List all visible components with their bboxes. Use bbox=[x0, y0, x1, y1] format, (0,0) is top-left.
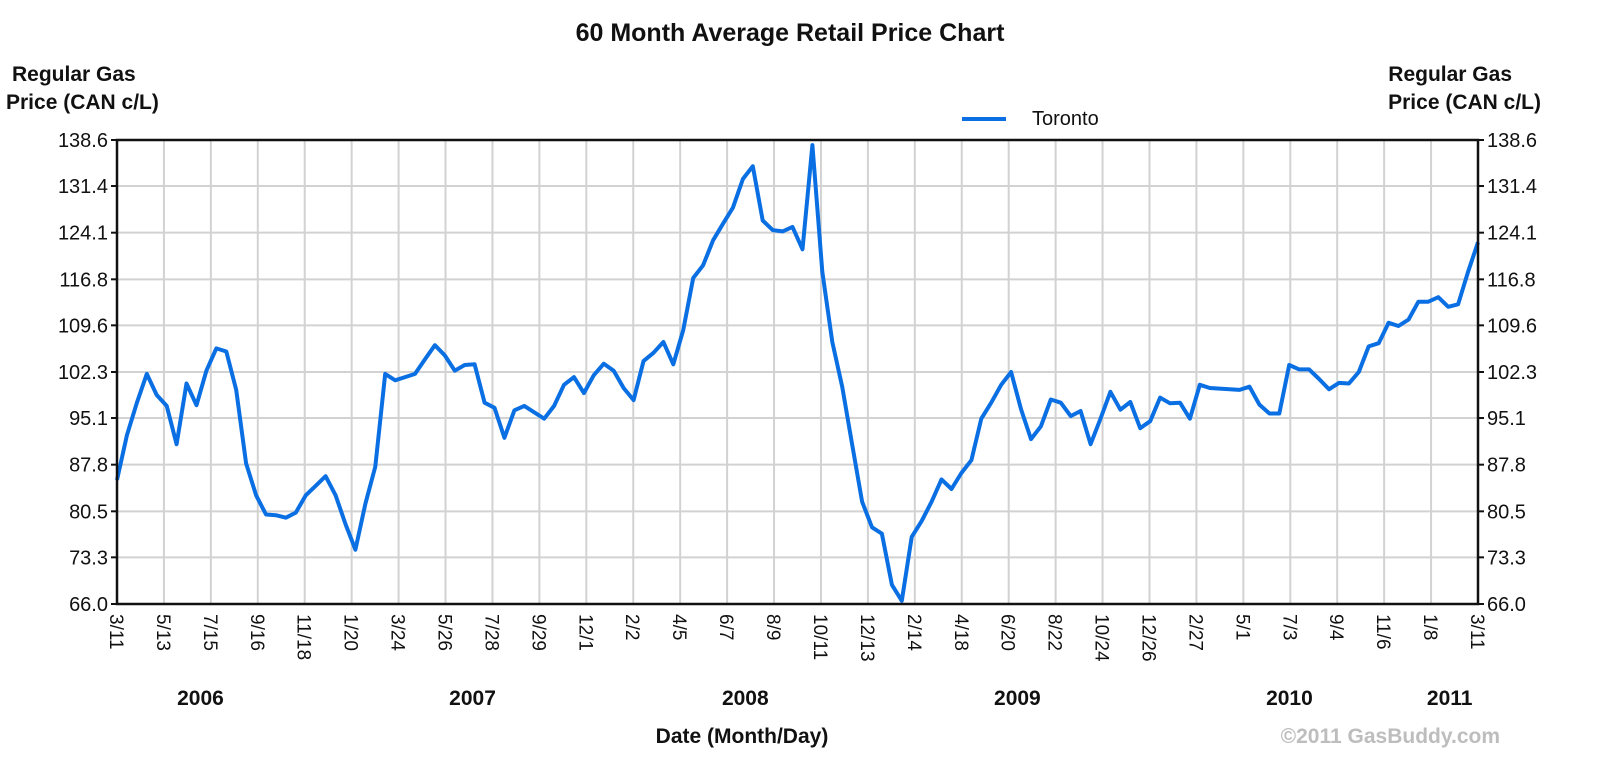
year-label: 2011 bbox=[1427, 687, 1473, 710]
year-label: 2006 bbox=[177, 687, 224, 710]
legend: Toronto bbox=[962, 108, 1099, 130]
x-tick-label: 7/15 bbox=[199, 614, 220, 651]
y-tick-label-left: 95.1 bbox=[69, 408, 108, 430]
y-tick-label-right: 102.3 bbox=[1487, 362, 1537, 384]
x-axis-years: 2006 2007 2008 2009 2010 2011 bbox=[177, 687, 1473, 710]
left-axis-title-line1: Regular Gas bbox=[12, 63, 136, 86]
x-tick-label: 7/28 bbox=[480, 614, 501, 651]
y-tick-label-right: 138.6 bbox=[1487, 130, 1537, 152]
chart-title: 60 Month Average Retail Price Chart bbox=[576, 19, 1006, 47]
y-tick-label-left: 109.6 bbox=[58, 315, 108, 337]
y-tick-label-left: 87.8 bbox=[69, 455, 108, 477]
y-tick-label-left: 131.4 bbox=[58, 176, 108, 198]
year-label: 2007 bbox=[449, 687, 496, 710]
series-line-toronto bbox=[115, 143, 1480, 603]
left-axis-title-line2: Price (CAN c/L) bbox=[6, 91, 159, 114]
x-tick-label: 12/13 bbox=[856, 614, 877, 662]
x-tick-label: 8/22 bbox=[1044, 614, 1065, 651]
year-label: 2010 bbox=[1266, 687, 1313, 710]
x-tick-label: 3/11 bbox=[105, 614, 126, 650]
x-tick-label: 2/2 bbox=[621, 614, 642, 640]
x-tick-label: 5/13 bbox=[152, 614, 173, 651]
y-tick-label-left: 138.6 bbox=[58, 130, 108, 152]
year-label: 2009 bbox=[994, 687, 1041, 710]
x-tick-label: 5/26 bbox=[434, 614, 455, 651]
y-axis-left: 66.0 73.3 80.5 87.8 95.1 102.3 109.6 116.8 124.1… bbox=[58, 130, 117, 616]
plot-frame bbox=[115, 138, 1480, 606]
y-tick-label-right: 131.4 bbox=[1487, 176, 1537, 198]
y-tick-label-left: 66.0 bbox=[69, 594, 108, 616]
x-tick-label: 6/20 bbox=[997, 614, 1018, 651]
x-tick-label: 4/18 bbox=[950, 614, 971, 651]
y-tick-label-left: 73.3 bbox=[69, 547, 108, 569]
x-tick-label: 12/26 bbox=[1137, 614, 1158, 662]
x-tick-label: 8/9 bbox=[762, 614, 783, 640]
y-tick-label-right: 124.1 bbox=[1487, 223, 1537, 245]
y-tick-label-right: 116.8 bbox=[1487, 269, 1536, 291]
y-tick-label-left: 102.3 bbox=[58, 362, 108, 384]
x-tick-label: 10/11 bbox=[809, 614, 830, 660]
x-tick-label: 9/29 bbox=[527, 614, 548, 651]
y-tick-label-left: 80.5 bbox=[69, 501, 108, 523]
x-tick-label: 1/8 bbox=[1419, 614, 1440, 640]
right-axis-title-line2: Price (CAN c/L) bbox=[1388, 91, 1541, 114]
x-tick-label: 10/24 bbox=[1091, 614, 1112, 662]
y-tick-label-right: 80.5 bbox=[1487, 501, 1526, 523]
x-tick-label: 11/18 bbox=[293, 614, 314, 660]
x-tick-label: 9/4 bbox=[1325, 614, 1346, 641]
x-tick-label: 11/6 bbox=[1372, 614, 1393, 650]
y-tick-label-right: 109.6 bbox=[1487, 315, 1537, 337]
x-tick-label: 2/14 bbox=[903, 614, 924, 651]
x-axis-title: Date (Month/Day) bbox=[656, 725, 829, 748]
y-tick-label-right: 66.0 bbox=[1487, 594, 1526, 616]
x-tick-label: 3/24 bbox=[387, 614, 408, 651]
x-axis: 3/11 5/13 7/15 9/16 11/18 1/20 3/24 5/26 7/28 9/2… bbox=[105, 614, 1487, 662]
y-tick-label-right: 95.1 bbox=[1487, 408, 1526, 430]
x-tick-label: 4/5 bbox=[668, 614, 689, 640]
y-tick-label-left: 124.1 bbox=[58, 223, 108, 245]
y-tick-label-left: 116.8 bbox=[59, 269, 108, 291]
legend-label-toronto: Toronto bbox=[1032, 108, 1099, 130]
y-axis-right: 66.0 73.3 80.5 87.8 95.1 102.3 109.6 116.8 124.1… bbox=[1478, 130, 1537, 616]
x-tick-label: 9/16 bbox=[246, 614, 267, 651]
copyright-credit: ©2011 GasBuddy.com bbox=[1281, 725, 1500, 748]
x-tick-label: 1/20 bbox=[340, 614, 361, 651]
y-tick-label-right: 73.3 bbox=[1487, 547, 1526, 569]
year-label: 2008 bbox=[722, 687, 769, 710]
x-tick-label: 5/1 bbox=[1231, 614, 1252, 640]
right-axis-title-line1: Regular Gas bbox=[1388, 63, 1512, 86]
x-tick-label: 2/27 bbox=[1184, 614, 1205, 651]
x-tick-label: 12/1 bbox=[574, 614, 595, 651]
x-tick-label: 3/11 bbox=[1466, 614, 1487, 650]
y-tick-label-right: 87.8 bbox=[1487, 455, 1526, 477]
gridlines bbox=[116, 139, 1479, 605]
x-tick-label: 7/3 bbox=[1278, 614, 1299, 640]
x-tick-label: 6/7 bbox=[715, 614, 736, 640]
